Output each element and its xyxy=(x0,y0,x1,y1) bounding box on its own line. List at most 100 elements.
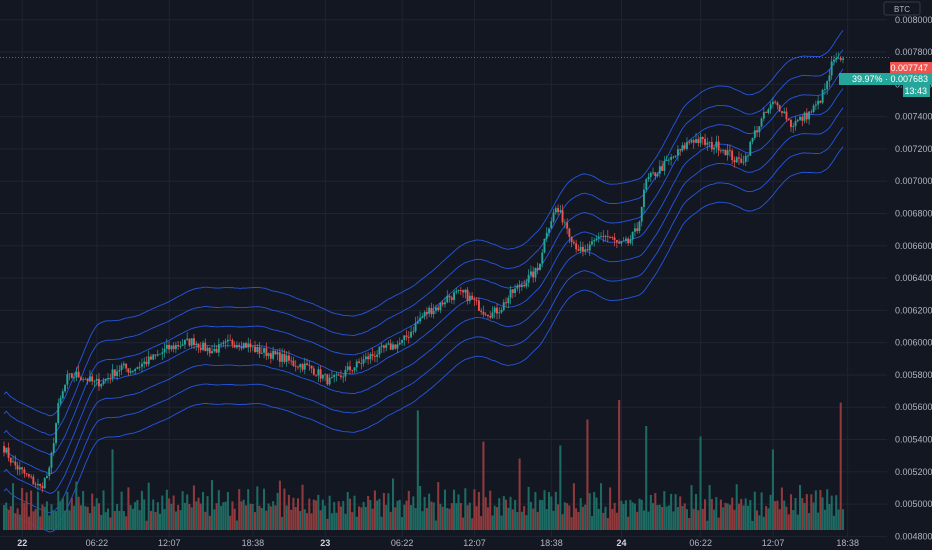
x-tick-label: 22 xyxy=(17,538,27,548)
volume-bar xyxy=(27,516,30,530)
volume-bar xyxy=(269,506,272,530)
volume-bar xyxy=(464,488,467,530)
candle-body xyxy=(143,361,146,364)
volume-bar xyxy=(500,515,503,530)
volume-bar xyxy=(810,494,813,530)
volume-bar xyxy=(812,502,815,530)
volume-bar xyxy=(572,483,575,530)
candle-body xyxy=(321,374,324,379)
y-tick-label: 0.005400 xyxy=(895,435,932,445)
volume-bar xyxy=(382,493,385,530)
volume-bar xyxy=(769,494,772,530)
volume-bar xyxy=(396,500,399,530)
volume-bar xyxy=(335,512,338,530)
volume-bar xyxy=(627,516,630,530)
candle-body xyxy=(9,457,12,463)
candle-body xyxy=(303,363,306,370)
volume-bar xyxy=(672,511,675,530)
volume-bar xyxy=(290,509,293,530)
volume-bar xyxy=(643,510,646,530)
volume-bar xyxy=(120,491,123,530)
volume-bar xyxy=(624,500,627,530)
candle-body xyxy=(634,228,636,232)
candle-body xyxy=(383,345,385,348)
volume-bar xyxy=(211,480,214,530)
candle-body xyxy=(125,363,128,369)
candle-body xyxy=(667,159,670,161)
candle-body xyxy=(208,347,211,354)
candle-body xyxy=(111,369,114,379)
volume-bar xyxy=(523,506,526,530)
candle-body xyxy=(783,111,786,113)
candle-body xyxy=(331,377,333,378)
candle-body xyxy=(247,343,250,348)
volume-bar xyxy=(401,517,404,530)
volume-bar xyxy=(23,502,26,530)
volume-bar xyxy=(794,498,797,530)
volume-bar xyxy=(498,498,501,530)
currency-badge xyxy=(883,1,921,16)
band-line-0 xyxy=(3,30,844,417)
volume-bar xyxy=(606,518,609,530)
volume-bar xyxy=(579,498,582,530)
volume-bar xyxy=(681,506,684,530)
candle-body xyxy=(159,353,161,355)
candle-body xyxy=(441,302,444,305)
candle-body xyxy=(152,354,155,360)
y-tick-label: 0.006200 xyxy=(895,305,932,315)
volume-bar xyxy=(16,508,19,530)
volume-bar xyxy=(215,503,218,530)
candle-body xyxy=(613,237,616,241)
volume-bar xyxy=(747,505,750,530)
volume-bar xyxy=(710,499,713,530)
candle-body xyxy=(824,89,826,90)
volume-bar xyxy=(697,510,700,530)
x-tick-label: 18:38 xyxy=(836,538,859,548)
volume-bar xyxy=(7,509,10,530)
candle-body xyxy=(233,344,236,348)
volume-bar xyxy=(30,490,33,530)
candle-body xyxy=(380,345,383,347)
candle-body xyxy=(471,295,474,300)
volume-bar xyxy=(742,505,745,530)
candle-body xyxy=(787,119,790,121)
volume-bar xyxy=(9,506,12,530)
volume-bar xyxy=(272,501,275,530)
candle-body xyxy=(536,267,539,270)
volume-bar xyxy=(814,490,817,530)
volume-bar xyxy=(561,514,564,530)
candle-body xyxy=(113,369,116,377)
volume-bar xyxy=(159,513,162,530)
volume-bar xyxy=(600,483,603,530)
candle-body xyxy=(394,344,397,349)
candle-body xyxy=(396,344,399,349)
volume-bar xyxy=(91,493,94,530)
y-tick-label: 0.007200 xyxy=(895,144,932,154)
volume-bar xyxy=(278,480,281,530)
volume-bar xyxy=(749,500,752,530)
volume-bar xyxy=(835,495,838,530)
candle-body xyxy=(713,147,715,150)
volume-bar xyxy=(351,512,354,530)
candle-body xyxy=(771,101,774,105)
volume-bar xyxy=(706,520,709,530)
time-axis[interactable]: 22 06:22 12:07 18:38 23 06:22 12:07 18:38 24 06:2… xyxy=(17,538,859,548)
volume-bar xyxy=(505,499,508,530)
volume-bars xyxy=(3,400,845,530)
candle-body xyxy=(174,345,177,350)
volume-bar xyxy=(776,500,779,530)
candle-body xyxy=(120,365,123,370)
volume-bar xyxy=(783,500,786,530)
volume-bar xyxy=(477,492,480,530)
volume-bar xyxy=(136,500,139,530)
candle-body xyxy=(118,370,121,372)
candle-body xyxy=(597,236,600,239)
volume-bar xyxy=(486,507,489,530)
candle-body xyxy=(360,363,363,364)
volume-bar xyxy=(701,508,704,530)
volume-bar xyxy=(780,487,783,530)
volume-bar xyxy=(428,493,431,530)
candle-body xyxy=(473,299,476,301)
candle-body xyxy=(299,364,302,368)
